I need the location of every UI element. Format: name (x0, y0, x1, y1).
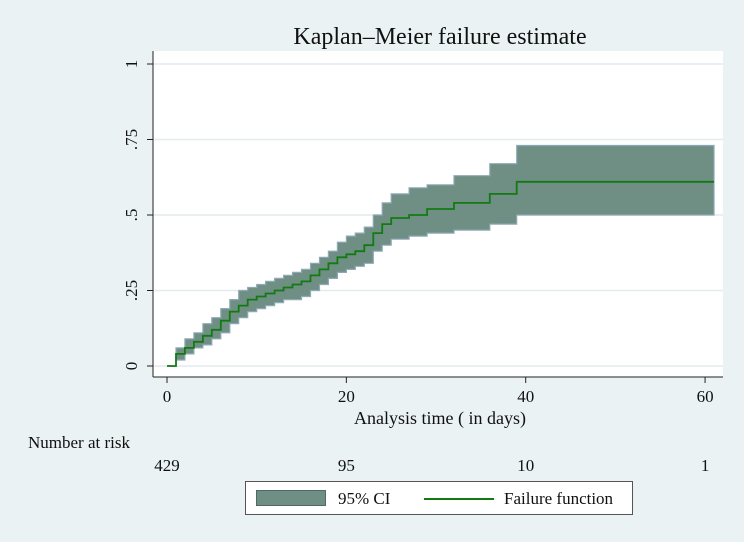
x-axis-label: Analysis time ( in days) (354, 408, 526, 429)
risk-count: 1 (701, 456, 710, 475)
y-tick-label: .5 (122, 209, 141, 222)
x-tick-label: 0 (163, 387, 172, 406)
y-tick-label: 0 (122, 362, 141, 371)
y-tick-label: .25 (122, 280, 141, 301)
confidence-band-group (167, 144, 715, 367)
risk-count: 429 (154, 456, 180, 475)
legend-label-failure-function: Failure function (504, 489, 614, 508)
failure-function-group (167, 180, 714, 367)
risk-table-label: Number at risk (28, 433, 130, 452)
confidence-band (167, 144, 715, 367)
chart-title: Kaplan–Meier failure estimate (293, 24, 586, 50)
risk-count: 95 (338, 456, 355, 475)
legend-label-ci: 95% CI (338, 489, 391, 508)
x-tick-label: 20 (338, 387, 355, 406)
y-tick-label: .75 (122, 129, 141, 150)
x-tick-label: 40 (517, 387, 534, 406)
legend-swatch-ci (256, 490, 326, 506)
risk-count: 10 (517, 456, 534, 475)
legend-swatch-failure-line (424, 498, 494, 500)
risk-table-counts: 429 95 10 1 (154, 456, 709, 475)
chart-legend: 95% CI Failure function (245, 481, 633, 515)
x-tick-label: 60 (697, 387, 714, 406)
y-tick-label: 1 (122, 60, 141, 69)
y-axis-ticks: 0 .25 .5 .75 1 (122, 60, 153, 371)
x-axis-ticks: 0 20 40 60 (163, 377, 714, 406)
failure-function-line (167, 180, 714, 367)
